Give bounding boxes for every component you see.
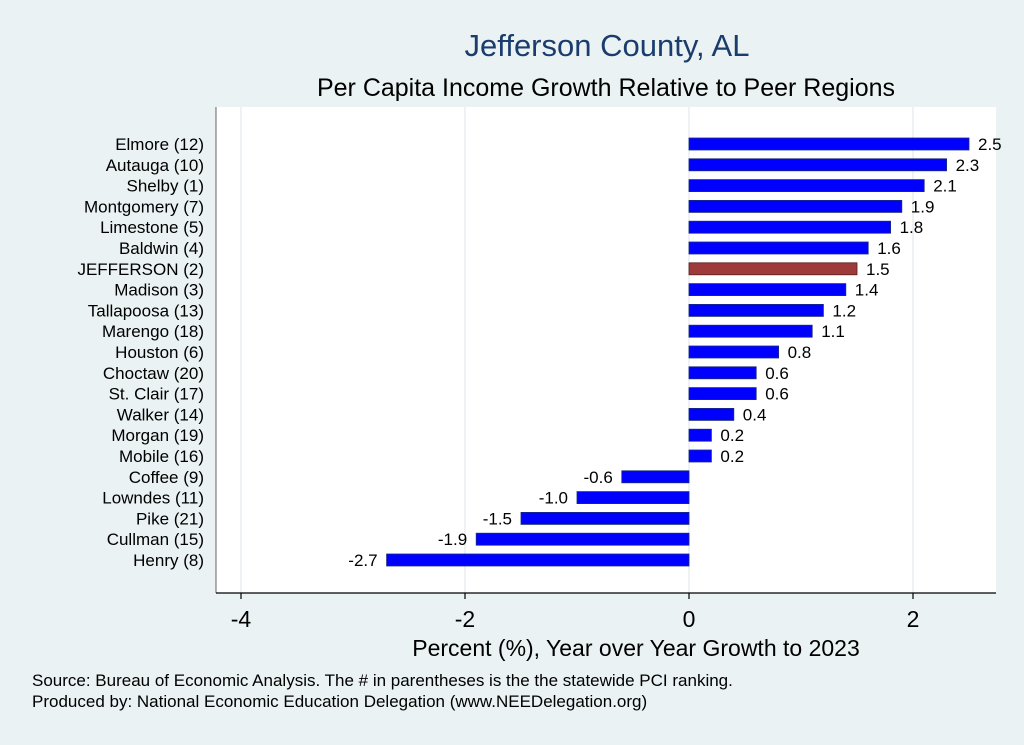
value-label: 0.8 xyxy=(788,343,812,362)
category-label: Pike (21) xyxy=(136,509,204,528)
bar xyxy=(688,366,757,380)
category-labels: Elmore (12) Autauga (10) Shelby (1)Montgom… xyxy=(77,135,204,570)
bar xyxy=(688,262,858,276)
value-label: -1.5 xyxy=(483,509,512,528)
bar xyxy=(688,303,824,317)
producer-note: Produced by: National Economic Education… xyxy=(32,692,648,711)
category-label: Tallapoosa (13) xyxy=(88,301,204,320)
value-label: 2.5 xyxy=(978,135,1002,154)
category-label: Morgan (19) xyxy=(111,426,204,445)
value-label: 1.8 xyxy=(900,218,924,237)
bar xyxy=(688,428,712,442)
bar xyxy=(688,179,925,193)
x-tick-label: 0 xyxy=(683,606,696,632)
category-label: Madison (3) xyxy=(114,281,204,300)
x-axis-label: Percent (%), Year over Year Growth to 20… xyxy=(412,635,860,661)
x-tick-label: -4 xyxy=(231,606,252,632)
category-label: JEFFERSON (2) xyxy=(77,260,204,279)
category-label: Walker (14) xyxy=(117,405,204,424)
category-label: Autauga (10) xyxy=(106,156,204,175)
value-label: -1.0 xyxy=(539,489,568,508)
value-label: 1.4 xyxy=(855,281,879,300)
source-note: Source: Bureau of Economic Analysis. The… xyxy=(32,671,733,690)
category-label: Baldwin (4) xyxy=(119,239,204,258)
category-label: St. Clair (17) xyxy=(109,385,204,404)
category-label: Cullman (15) xyxy=(107,530,204,549)
bar xyxy=(688,220,892,234)
value-label: 1.2 xyxy=(832,301,856,320)
value-label: 0.6 xyxy=(765,385,789,404)
value-label: -1.9 xyxy=(438,530,467,549)
x-tick-label: -2 xyxy=(455,606,475,632)
bar xyxy=(386,553,690,567)
value-label: 0.4 xyxy=(743,405,767,424)
chart-title: Jefferson County, AL xyxy=(464,28,750,63)
value-label: 0.2 xyxy=(720,447,744,466)
value-label: 1.5 xyxy=(866,260,890,279)
bar xyxy=(621,470,690,484)
bar xyxy=(688,387,757,401)
category-label: Henry (8) xyxy=(133,551,204,570)
category-label: Choctaw (20) xyxy=(103,364,204,383)
bar xyxy=(688,241,869,255)
category-label: Marengo (18) xyxy=(102,322,204,341)
value-label: 1.1 xyxy=(821,322,845,341)
bar xyxy=(475,532,690,546)
bar xyxy=(520,512,690,525)
category-label: Montgomery (7) xyxy=(84,197,204,216)
bar xyxy=(576,491,690,505)
category-label: Houston (6) xyxy=(115,343,204,362)
x-tick-label: 2 xyxy=(907,606,920,632)
category-label: Mobile (16) xyxy=(119,447,204,466)
chart-subtitle: Per Capita Income Growth Relative to Pee… xyxy=(316,74,896,102)
bar xyxy=(688,449,712,463)
x-axis: -4 -2 0 2 xyxy=(215,107,996,632)
category-label: Shelby (1) xyxy=(127,177,204,196)
bar xyxy=(688,199,903,213)
value-label: 0.6 xyxy=(765,364,789,383)
value-label: 1.6 xyxy=(877,239,901,258)
bars xyxy=(386,137,970,567)
value-label: 1.9 xyxy=(911,197,935,216)
value-label: 2.1 xyxy=(933,177,957,196)
value-label: -0.6 xyxy=(584,468,613,487)
value-label: 0.2 xyxy=(720,426,744,445)
category-label: Coffee (9) xyxy=(129,468,204,487)
bar xyxy=(688,137,970,151)
bar xyxy=(688,324,813,338)
value-labels: 2.52.32.11.91.81.61.51.41.21.10.80.60.60… xyxy=(348,135,1001,570)
category-label: Elmore (12) xyxy=(115,135,204,154)
bar xyxy=(688,158,948,172)
bar xyxy=(688,345,779,359)
bar xyxy=(688,407,735,421)
value-label: 2.3 xyxy=(956,156,980,175)
bar xyxy=(688,283,847,297)
category-label: Limestone (5) xyxy=(100,218,204,237)
value-label: -2.7 xyxy=(348,551,377,570)
category-label: Lowndes (11) xyxy=(102,489,204,508)
